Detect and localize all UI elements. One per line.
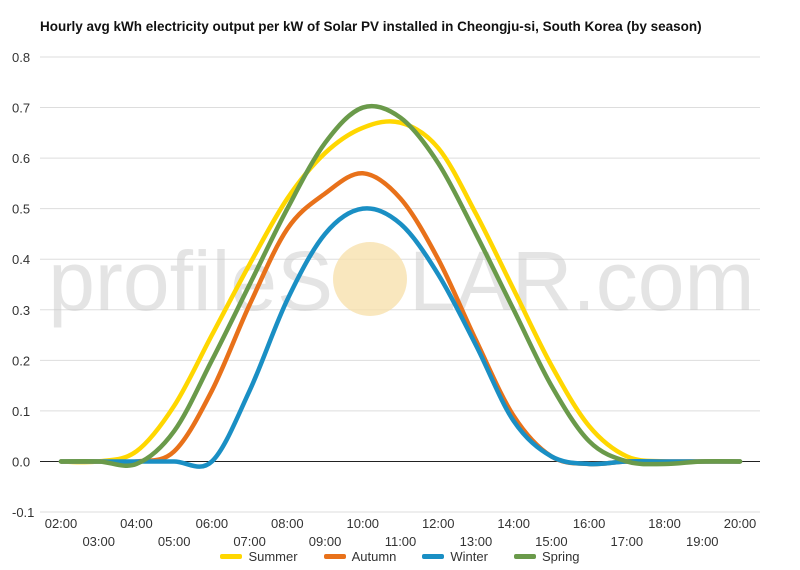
- x-tick-label: 09:00: [309, 534, 342, 549]
- x-tick-label: 14:00: [497, 516, 530, 531]
- legend-item-winter[interactable]: Winter: [422, 549, 488, 564]
- watermark-text-left: profileS: [48, 234, 333, 328]
- y-tick-label: 0.4: [12, 252, 30, 267]
- series-line-summer: [58, 119, 743, 465]
- legend-swatch: [513, 554, 536, 559]
- x-tick-label: 08:00: [271, 516, 304, 531]
- y-tick-label: 0.1: [12, 404, 30, 419]
- x-tick-label: 19:00: [686, 534, 719, 549]
- x-tick-label: 13:00: [460, 534, 493, 549]
- x-tick-label: 12:00: [422, 516, 455, 531]
- y-tick-label: 0.3: [12, 303, 30, 318]
- watermark-text-right: LAR.com: [409, 234, 754, 328]
- legend-label: Summer: [248, 549, 298, 564]
- legend-item-summer[interactable]: Summer: [220, 549, 298, 564]
- x-tick-label: 18:00: [648, 516, 681, 531]
- x-tick-label: 04:00: [120, 516, 153, 531]
- y-tick-label: 0.5: [12, 202, 30, 217]
- x-tick-label: 17:00: [611, 534, 644, 549]
- x-tick-label: 11:00: [385, 534, 417, 549]
- watermark-sun-icon: [333, 242, 407, 316]
- y-tick-label: 0.2: [12, 353, 30, 368]
- x-axis: 02:00 03:00 04:00 05:00 06:00 07:00 08:00 09:00…: [45, 516, 757, 549]
- y-axis: -0.1 0.0 0.1 0.2 0.3 0.4 0.5 0.6 0.7 0.8: [12, 50, 34, 520]
- x-tick-label: 07:00: [233, 534, 266, 549]
- x-tick-label: 05:00: [158, 534, 191, 549]
- legend-label: Spring: [541, 549, 580, 564]
- y-tick-label: 0.7: [12, 101, 30, 116]
- series-line-spring: [58, 103, 743, 469]
- x-tick-label: 15:00: [535, 534, 568, 549]
- x-tick-label: 10:00: [347, 516, 380, 531]
- watermark: profileS LAR.com: [48, 234, 754, 328]
- legend-swatch: [422, 554, 445, 559]
- x-tick-label: 20:00: [724, 516, 757, 531]
- legend-swatch: [323, 554, 346, 559]
- x-tick-label: 03:00: [82, 534, 115, 549]
- legend-label: Autumn: [351, 549, 397, 564]
- series-lines: [58, 103, 743, 469]
- y-tick-label: -0.1: [12, 505, 34, 520]
- legend: Summer Autumn Winter Spring: [0, 549, 800, 564]
- legend-swatch: [220, 554, 243, 559]
- y-tick-label: 0.0: [12, 454, 30, 469]
- legend-label: Winter: [450, 549, 488, 564]
- y-tick-label: 0.8: [12, 50, 30, 65]
- legend-item-autumn[interactable]: Autumn: [323, 549, 397, 564]
- y-tick-label: 0.6: [12, 151, 30, 166]
- x-tick-label: 02:00: [45, 516, 78, 531]
- x-tick-label: 16:00: [573, 516, 606, 531]
- x-tick-label: 06:00: [196, 516, 229, 531]
- legend-item-spring[interactable]: Spring: [513, 549, 580, 564]
- chart-title: Hourly avg kWh electricity output per kW…: [40, 19, 702, 34]
